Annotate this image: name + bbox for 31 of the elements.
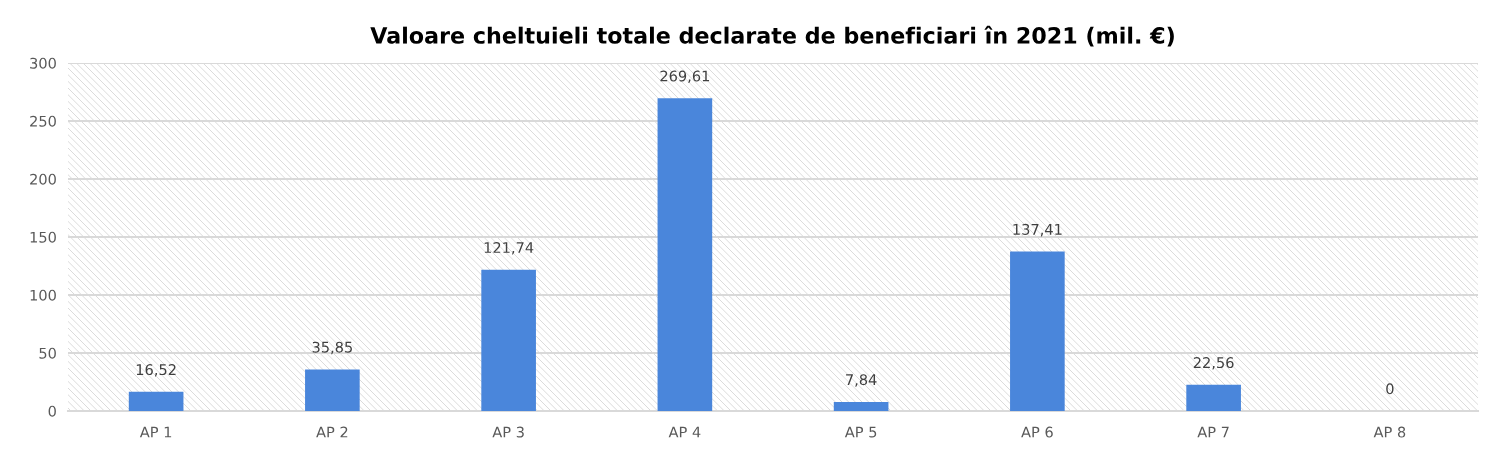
y-tick-label: 300 (30, 57, 56, 69)
y-tick-label: 200 (30, 173, 56, 185)
x-tick-label: AP 7 (1197, 426, 1229, 438)
x-tick-label: AP 3 (492, 426, 524, 438)
data-label: 22,56 (1193, 357, 1234, 370)
data-label: 35,85 (312, 341, 352, 355)
y-tick-label: 0 (48, 405, 56, 417)
bar (128, 391, 184, 411)
data-label: 16,52 (136, 364, 176, 377)
data-label: 121,74 (484, 242, 534, 255)
x-tick-label: AP 5 (844, 426, 877, 438)
y-tick-label: 50 (39, 347, 56, 359)
chart-title: Valoare cheltuieli totale declarate de beneficiari în 2021 (mil. €) (370, 25, 1174, 47)
x-tick-label: AP 8 (1373, 426, 1406, 438)
bar (305, 369, 360, 411)
y-tick-label: 150 (30, 231, 56, 243)
y-tick-label: 100 (30, 289, 56, 301)
bar (833, 401, 889, 411)
data-label: 0 (1386, 383, 1394, 395)
bar (1186, 384, 1241, 411)
x-tick-label: AP 2 (316, 426, 348, 438)
data-label: 137,41 (1013, 223, 1062, 237)
data-label: 7,84 (846, 374, 877, 387)
x-tick-label: AP 4 (668, 426, 701, 438)
bar (1010, 251, 1065, 411)
bar (657, 98, 713, 411)
x-tick-label: AP 1 (139, 426, 172, 438)
bar (481, 269, 536, 411)
x-tick-label: AP 6 (1021, 426, 1053, 438)
data-label: 269,61 (660, 70, 710, 84)
y-tick-label: 250 (30, 115, 56, 127)
